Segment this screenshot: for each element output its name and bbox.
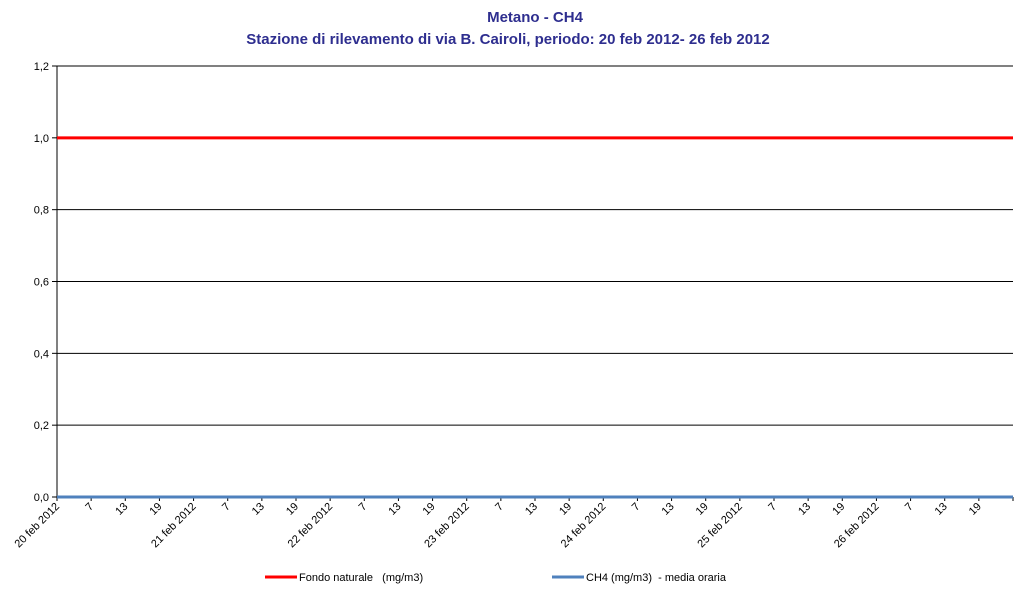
x-tick-label: 13 — [113, 501, 130, 518]
x-tick-label: 19 — [830, 501, 847, 518]
x-tick-label: 19 — [967, 501, 984, 518]
x-tick-label: 19 — [694, 501, 711, 518]
x-tick-label: 13 — [660, 501, 677, 518]
x-tick-label: 7 — [630, 501, 643, 514]
x-tick-label: 7 — [766, 501, 779, 514]
x-tick-label: 7 — [220, 501, 233, 514]
legend-label: CH4 (mg/m3) - media oraria — [586, 572, 727, 584]
y-tick-label: 0,8 — [34, 205, 49, 217]
x-tick-label: 19 — [421, 501, 438, 518]
y-tick-label: 0,0 — [34, 492, 49, 504]
x-tick-label: 7 — [493, 501, 506, 514]
chart-subtitle: Stazione di rilevamento di via B. Cairol… — [246, 31, 770, 48]
legend-label: Fondo naturale (mg/m3) — [299, 572, 423, 584]
x-tick-label: 19 — [284, 501, 301, 518]
chart-title: Metano - CH4 — [487, 9, 583, 26]
y-tick-label: 0,2 — [34, 420, 49, 432]
y-tick-label: 0,4 — [34, 348, 49, 360]
x-tick-label: 13 — [250, 501, 267, 518]
x-tick-label: 13 — [933, 501, 950, 518]
x-tick-label: 13 — [386, 501, 403, 518]
x-tick-label: 19 — [557, 501, 574, 518]
x-tick-label: 20 feb 2012 — [13, 501, 63, 551]
x-tick-label: 13 — [523, 501, 540, 518]
x-tick-label: 7 — [83, 501, 96, 514]
x-tick-label: 7 — [357, 501, 370, 514]
x-tick-label: 13 — [796, 501, 813, 518]
y-tick-label: 0,6 — [34, 277, 49, 289]
x-tick-label: 7 — [903, 501, 916, 514]
x-tick-label: 19 — [147, 501, 164, 518]
y-tick-label: 1,0 — [34, 133, 49, 145]
y-tick-label: 1,2 — [34, 61, 49, 73]
